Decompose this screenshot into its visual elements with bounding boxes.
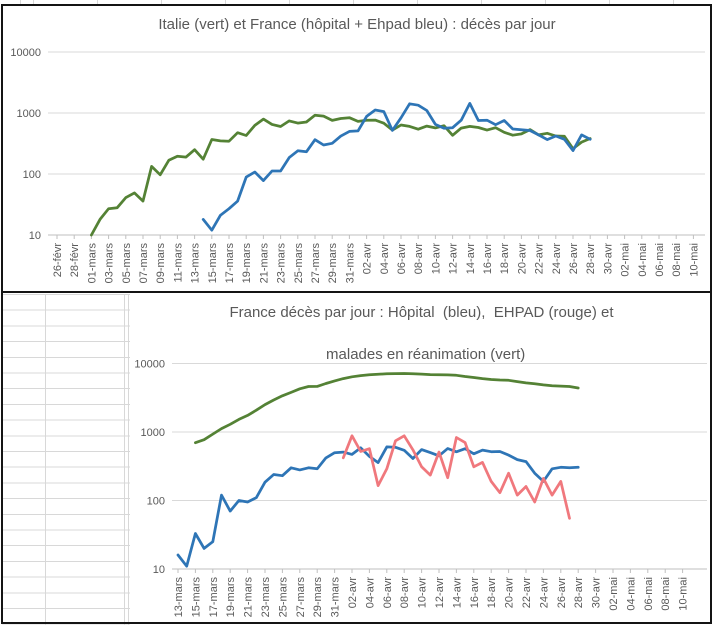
- x-axis-tick-label: 23-mars: [276, 243, 288, 284]
- x-axis-tick-label: 06-mai: [643, 577, 655, 611]
- x-axis-tick-label: 02-avr: [362, 243, 374, 275]
- x-axis-tick-label: 08-mai: [671, 243, 683, 277]
- x-axis-tick-label: 05-mars: [121, 243, 133, 284]
- chart-plot-area: 10 100 1000 10000 13-mars 15-mars 17-mars 19-ma…: [134, 359, 707, 618]
- y-axis-tick-label: 100: [147, 496, 165, 508]
- series-line-france-hopital-ehpad: [201, 102, 592, 232]
- x-axis-tick-label: 11-mars: [172, 243, 184, 283]
- y-axis-tick-label: 10000: [10, 47, 41, 59]
- chart-italy-vs-france[interactable]: 10 100 1000 10000 26-févr 28-févr 01-mars 03-ma…: [3, 6, 711, 293]
- x-axis-tick-label: 25-mars: [277, 577, 289, 618]
- excel-column-line: [128, 294, 129, 625]
- x-axis-tick-label: 08-mai: [660, 577, 672, 611]
- x-axis-tick-label: 28-avr: [585, 243, 597, 275]
- x-axis-tick-label: 02-mai: [608, 577, 620, 611]
- x-axis-tick-label: 15-mars: [190, 577, 202, 618]
- x-axis-tick-label: 04-mai: [637, 243, 649, 277]
- series-line-ehpad: [341, 434, 571, 520]
- x-axis-tick-label: 15-mars: [207, 243, 219, 284]
- x-axis-tick-label: 27-mars: [295, 577, 307, 618]
- x-axis-tick-label: 09-mars: [155, 243, 167, 284]
- y-axis-tick-label: 1000: [17, 108, 41, 120]
- x-axis-tick-label: 30-avr: [591, 577, 603, 609]
- x-axis-tick-label: 31-mars: [330, 577, 342, 618]
- x-axis-tick-label: 04-avr: [364, 577, 376, 609]
- chart-france-breakdown[interactable]: 10 100 1000 10000 13-mars 15-mars 17-mars 19-ma…: [130, 293, 713, 625]
- x-axis-tick-label: 10-mai: [688, 243, 700, 277]
- x-axis-tick-label: 21-mars: [243, 577, 255, 618]
- x-axis-tick-label: 08-avr: [413, 243, 425, 275]
- x-axis-tick-label: 17-mars: [224, 243, 236, 284]
- x-axis-tick-label: 26-avr: [556, 577, 568, 609]
- x-axis-tick-label: 12-avr: [448, 243, 460, 275]
- x-axis-tick-label: 08-avr: [399, 577, 411, 609]
- x-axis-tick-label: 03-mars: [104, 243, 116, 284]
- x-axis-tick-label: 19-mars: [241, 243, 253, 284]
- x-axis-tick-label: 26-avr: [568, 243, 580, 275]
- x-axis-tick-label: 25-mars: [293, 243, 305, 284]
- x-axis-tick-label: 01-mars: [86, 243, 98, 284]
- y-axis-tick-label: 1000: [141, 427, 165, 439]
- x-axis-tick-label: 20-avr: [504, 577, 516, 609]
- excel-grid-left-strip: [2, 294, 130, 625]
- x-axis-tick-label: 29-mars: [327, 243, 339, 284]
- x-axis-tick-label: 28-avr: [573, 577, 585, 609]
- x-axis-tick-label: 13-mars: [173, 577, 185, 618]
- x-axis-tick-label: 07-mars: [138, 243, 150, 284]
- x-axis-tick-label: 02-avr: [347, 577, 359, 609]
- excel-column-line: [124, 294, 125, 625]
- x-axis-tick-label: 24-avr: [551, 243, 563, 275]
- x-axis-tick-label: 06-mai: [654, 243, 666, 277]
- x-axis-tick-label: 31-mars: [344, 243, 356, 284]
- x-axis-tick-label: 02-mai: [620, 243, 632, 277]
- series-line-italie: [90, 113, 592, 237]
- chart-plot-area: 10 100 1000 10000 26-févr 28-févr 01-mars 03-ma…: [10, 47, 705, 284]
- x-axis-tick-label: 27-mars: [310, 243, 322, 284]
- chart-title: Italie (vert) et France (hôpital + Ehpad…: [158, 16, 556, 33]
- x-axis-tick-label: 16-avr: [482, 243, 494, 275]
- x-axis-tick-label: 21-mars: [258, 243, 270, 284]
- x-axis-tick-label: 10-mai: [678, 577, 690, 611]
- x-axis-tick-label: 12-avr: [434, 577, 446, 609]
- x-axis-tick-label: 06-avr: [396, 243, 408, 275]
- x-axis-tick-label: 24-avr: [538, 577, 550, 609]
- x-axis-tick-label: 13-mars: [190, 243, 202, 284]
- x-axis-tick-label: 22-avr: [534, 243, 546, 275]
- chart-title: France décès par jour : Hôpital (bleu), …: [130, 302, 713, 365]
- x-axis-tick-label: 06-avr: [382, 577, 394, 609]
- y-axis-tick-label: 10: [29, 230, 41, 242]
- chart-title-line2: malades en réanimation (vert): [326, 346, 526, 363]
- x-axis-tick-label: 17-mars: [208, 577, 220, 618]
- x-axis-tick-label: 14-avr: [465, 243, 477, 275]
- y-axis-tick-label: 100: [23, 169, 41, 181]
- x-axis-tick-label: 28-févr: [69, 243, 81, 278]
- series-line-malades-en-reanimation: [194, 372, 580, 445]
- series-line-hopital: [176, 445, 580, 568]
- x-axis-tick-label: 26-févr: [52, 243, 64, 278]
- excel-grid-top-sliver: [0, 0, 717, 5]
- x-axis-tick-label: 10-avr: [430, 243, 442, 275]
- excel-column-line: [45, 294, 46, 625]
- x-axis-tick-label: 18-avr: [499, 243, 511, 275]
- x-axis-tick-label: 04-mai: [625, 577, 637, 611]
- x-axis-tick-label: 10-avr: [417, 577, 429, 609]
- x-axis-tick-label: 14-avr: [451, 577, 463, 609]
- x-axis-tick-label: 30-avr: [602, 243, 614, 275]
- x-axis-tick-label: 18-avr: [486, 577, 498, 609]
- y-axis-tick-label: 10: [153, 564, 165, 576]
- chart-title-line1: France décès par jour : Hôpital (bleu), …: [229, 304, 614, 321]
- x-axis-tick-label: 16-avr: [469, 577, 481, 609]
- x-axis-tick-label: 19-mars: [225, 577, 237, 618]
- x-axis-tick-label: 04-avr: [379, 243, 391, 275]
- x-axis-tick-label: 22-avr: [521, 577, 533, 609]
- x-axis-tick-label: 23-mars: [260, 577, 272, 618]
- x-axis-tick-label: 20-avr: [516, 243, 528, 275]
- y-axis-tick-label: 10000: [134, 359, 165, 371]
- x-axis-tick-label: 29-mars: [312, 577, 324, 618]
